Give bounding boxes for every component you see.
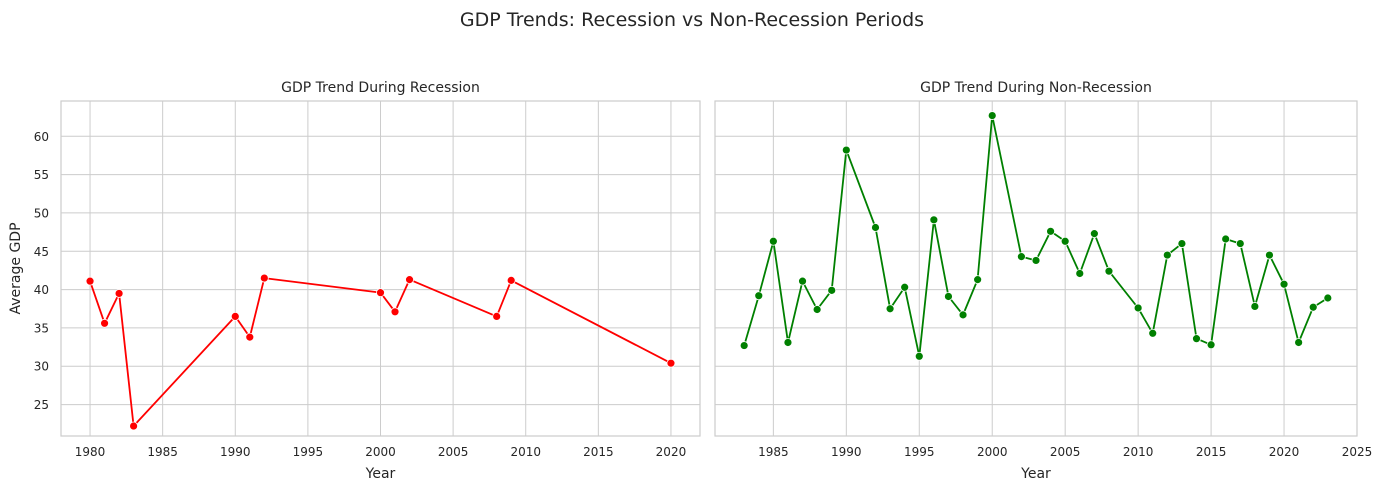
non-recession-data-point [1031,256,1041,265]
x-tick-label: 2025 [1342,445,1373,459]
x-tick-label: 2010 [1123,445,1154,459]
x-tick-label: 1990 [220,445,251,459]
x-tick-label: 2000 [977,445,1008,459]
panel-title: GDP Trend During Non-Recession [920,80,1152,96]
recession-data-point [666,358,676,368]
non-recession-data-point [885,304,895,314]
non-recession-data-point [929,215,939,225]
recession-data-point [129,421,139,431]
non-recession-data-point [1279,279,1289,289]
x-tick-label: 1995 [904,445,935,459]
x-axis-label: Year [365,466,396,482]
non-recession-data-point [1221,234,1231,244]
y-tick-label: 50 [34,206,49,220]
non-recession-data-point [754,291,764,301]
non-recession-data-point [1104,266,1114,276]
non-recession-data-point [1177,239,1187,248]
y-tick-label: 30 [34,360,49,374]
x-tick-label: 1980 [75,445,106,459]
recession-data-point [85,276,95,286]
non-recession-data-point [783,338,793,347]
non-recession-data-point [1089,229,1099,239]
x-tick-label: 1985 [758,445,789,459]
recession-data-point [492,312,502,321]
x-tick-label: 2020 [656,445,687,459]
y-tick-label: 35 [34,321,49,335]
recession-data-point [506,275,516,285]
non-recession-data-point [1133,303,1143,313]
y-axis-label: Average GDP [8,222,24,314]
x-tick-label: 1990 [831,445,862,459]
non-recession-data-point [841,145,851,155]
non-recession-data-point [944,292,953,301]
x-tick-label: 2005 [1050,445,1081,459]
non-recession-data-point [871,223,880,232]
recession-data-point [245,332,255,342]
non-recession-series-line [743,114,1329,358]
recession-data-point [100,318,109,328]
y-tick-label: 40 [34,283,49,297]
non-recession-data-point [1192,334,1201,344]
non-recession-data-point [1323,293,1333,303]
x-tick-label: 2005 [438,445,469,459]
non-recession-data-point [739,341,749,350]
plot-frame [714,100,1358,437]
non-recession-data-point [958,310,968,320]
non-recession-data-point [1250,302,1260,311]
x-tick-label: 2010 [510,445,541,459]
x-tick-label: 2020 [1269,445,1300,459]
non-recession-data-point [1294,338,1304,347]
non-recession-data-point [1235,239,1245,248]
y-tick-label: 25 [34,398,49,412]
x-tick-label: 2015 [1196,445,1227,459]
recession-data-point [114,289,124,298]
y-tick-label: 60 [34,130,49,144]
non-recession-data-point [1308,302,1318,312]
x-tick-label: 1995 [293,445,324,459]
figure-title: GDP Trends: Recession vs Non-Recession P… [460,9,924,31]
non-recession-data-point [914,351,924,361]
non-recession-data-point [1162,250,1172,260]
non-recession-data-point [1060,236,1070,246]
x-tick-label: 2000 [365,445,396,459]
non-recession-data-point [973,275,983,285]
non-recession-data-point [1148,328,1158,338]
y-tick-label: 45 [34,245,49,259]
x-axis-label: Year [1020,466,1051,482]
non-recession-data-point [1075,269,1085,278]
non-recession-data-point [827,285,837,295]
non-recession-data-point [1206,340,1216,350]
non-recession-data-point [1265,250,1274,260]
non-recession-data-point [812,305,822,314]
recession-panel: 1980 1985 1990 1995 2000 2005 2010 2015 2020 25 30… [8,80,701,482]
x-tick-label: 1985 [147,445,178,459]
non-recession-data-point [768,236,778,246]
y-tick-label: 55 [34,168,49,182]
x-tick-label: 2015 [583,445,614,459]
non-recession-data-point [987,111,997,120]
non-recession-data-point [1017,252,1026,262]
recession-data-point [230,312,240,321]
recession-data-point [405,275,414,285]
non-recession-data-point [1046,226,1055,236]
plot-frame [60,100,701,437]
recession-data-point [259,273,269,283]
non-recession-data-point [900,282,910,292]
non-recession-panel: 1985 1990 1995 2000 2005 2010 2015 2020 2025 GDP … [714,80,1373,482]
panel-title: GDP Trend During Recession [281,80,480,96]
recession-data-point [376,288,385,298]
non-recession-data-point [798,276,807,286]
recession-data-point [390,307,400,317]
